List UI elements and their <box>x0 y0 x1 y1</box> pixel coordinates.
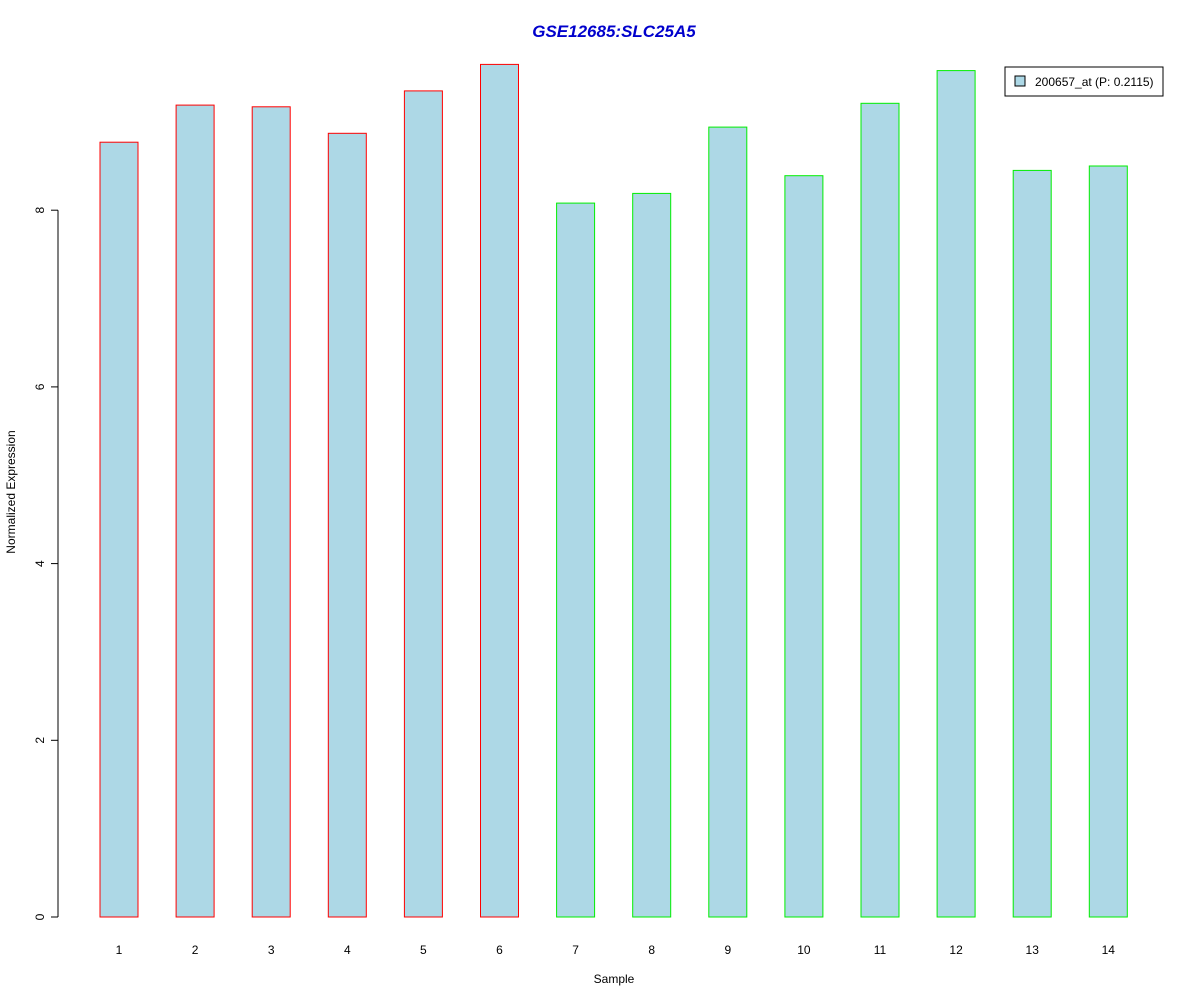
x-tick-label: 12 <box>949 943 963 957</box>
x-tick-label: 10 <box>797 943 811 957</box>
bar-sample-1 <box>99 141 139 918</box>
x-tick-label: 14 <box>1102 943 1116 957</box>
y-tick-label: 4 <box>33 560 47 567</box>
bar-sample-7 <box>556 202 596 918</box>
bar-sample-3 <box>251 106 291 918</box>
x-tick-label: 5 <box>420 943 427 957</box>
y-tick-label: 8 <box>33 207 47 214</box>
x-axis-label: Sample <box>594 972 635 986</box>
bar-sample-6 <box>480 63 519 918</box>
legend-box <box>1004 66 1164 97</box>
x-tick-label: 3 <box>268 943 275 957</box>
bar-sample-11 <box>860 102 900 918</box>
x-tick-label: 11 <box>874 943 887 957</box>
bar-sample-4 <box>327 132 367 918</box>
legend-swatch <box>1014 75 1026 87</box>
legend: 200657_at (P: 0.2115) <box>1004 66 1164 97</box>
bar-sample-14 <box>1088 165 1128 918</box>
x-tick-label: 9 <box>724 943 731 957</box>
y-tick-label: 0 <box>33 913 47 920</box>
bar-sample-13 <box>1012 169 1052 918</box>
bar-sample-8 <box>632 192 672 918</box>
y-tick-label: 2 <box>33 737 47 744</box>
x-tick-label: 7 <box>572 943 579 957</box>
bars-layer <box>99 63 1128 918</box>
chart-title: GSE12685:SLC25A5 <box>532 22 696 41</box>
legend-label: 200657_at (P: 0.2115) <box>1035 75 1154 89</box>
x-tick-labels: 1 2 3 4 5 6 7 8 9 10 11 12 13 14 <box>116 943 1116 957</box>
bar-sample-10 <box>784 175 824 918</box>
x-tick-label: 1 <box>116 943 123 957</box>
x-tick-label: 13 <box>1026 943 1040 957</box>
y-axis: 0 2 4 6 8 <box>33 207 59 920</box>
bar-sample-2 <box>175 104 215 918</box>
bar-sample-5 <box>403 90 443 918</box>
x-tick-label: 6 <box>496 943 503 957</box>
x-tick-label: 8 <box>648 943 655 957</box>
bar-sample-9 <box>708 126 748 918</box>
x-tick-label: 4 <box>344 943 351 957</box>
y-axis-label: Normalized Expression <box>4 430 18 553</box>
y-tick-label: 6 <box>33 383 47 390</box>
bar-sample-12 <box>936 70 976 918</box>
x-tick-label: 2 <box>192 943 199 957</box>
